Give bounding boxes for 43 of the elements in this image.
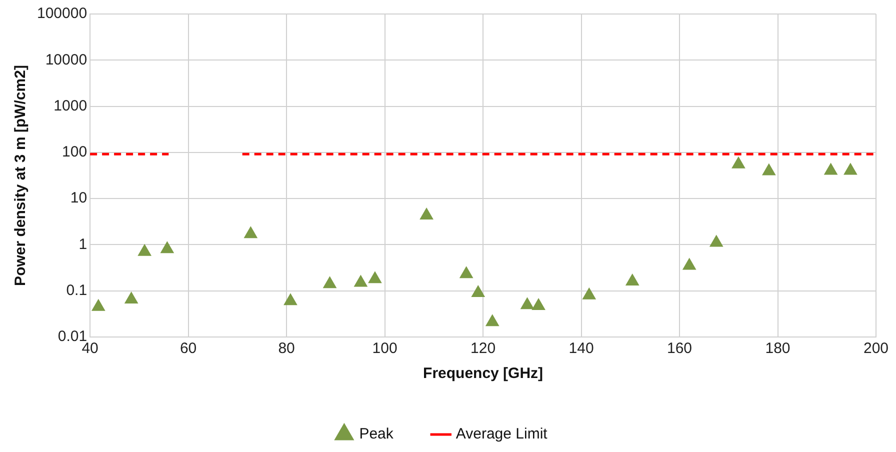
- point: [710, 235, 723, 247]
- x-axis-title: Frequency [GHz]: [423, 365, 544, 382]
- y-axis-title: Power density at 3 m [pW/cm2]: [12, 65, 30, 286]
- y-tick-label: 10000: [45, 51, 88, 68]
- point: [420, 208, 434, 220]
- y-tick-label: 1000: [54, 97, 88, 114]
- point: [460, 266, 473, 278]
- point: [138, 244, 152, 256]
- point: [244, 226, 258, 238]
- y-tick-label: 0.1: [66, 282, 88, 299]
- y-tick-label: 10: [70, 190, 88, 207]
- point: [824, 163, 838, 175]
- legend-label: Peak: [359, 426, 394, 443]
- legend-label: Average Limit: [456, 426, 548, 443]
- point: [486, 314, 499, 326]
- point: [284, 294, 298, 306]
- x-tick-label: 40: [82, 340, 98, 358]
- point: [762, 164, 776, 176]
- x-tick-label: 200: [863, 340, 889, 358]
- x-tick-label: 180: [765, 340, 790, 358]
- point: [582, 288, 596, 300]
- x-tick-label: 140: [568, 340, 594, 358]
- y-tick-label: 1: [78, 236, 88, 253]
- point: [532, 298, 546, 310]
- point: [844, 163, 858, 175]
- x-tick-label: 100: [372, 340, 398, 358]
- point: [520, 298, 534, 310]
- y-tick-label: 100000: [36, 5, 88, 22]
- point: [92, 299, 105, 311]
- point: [323, 276, 336, 288]
- y-tick-label: 100: [62, 144, 88, 161]
- point: [682, 258, 696, 270]
- point: [472, 285, 485, 297]
- x-tick-label: 60: [180, 340, 197, 358]
- point: [354, 275, 368, 287]
- point: [626, 274, 639, 286]
- x-tick-label: 160: [667, 340, 692, 358]
- point: [160, 242, 174, 254]
- point: [368, 272, 382, 284]
- x-tick-label: 80: [278, 340, 295, 358]
- point: [124, 292, 138, 304]
- x-tick-label: 120: [470, 340, 496, 358]
- point: [732, 156, 746, 168]
